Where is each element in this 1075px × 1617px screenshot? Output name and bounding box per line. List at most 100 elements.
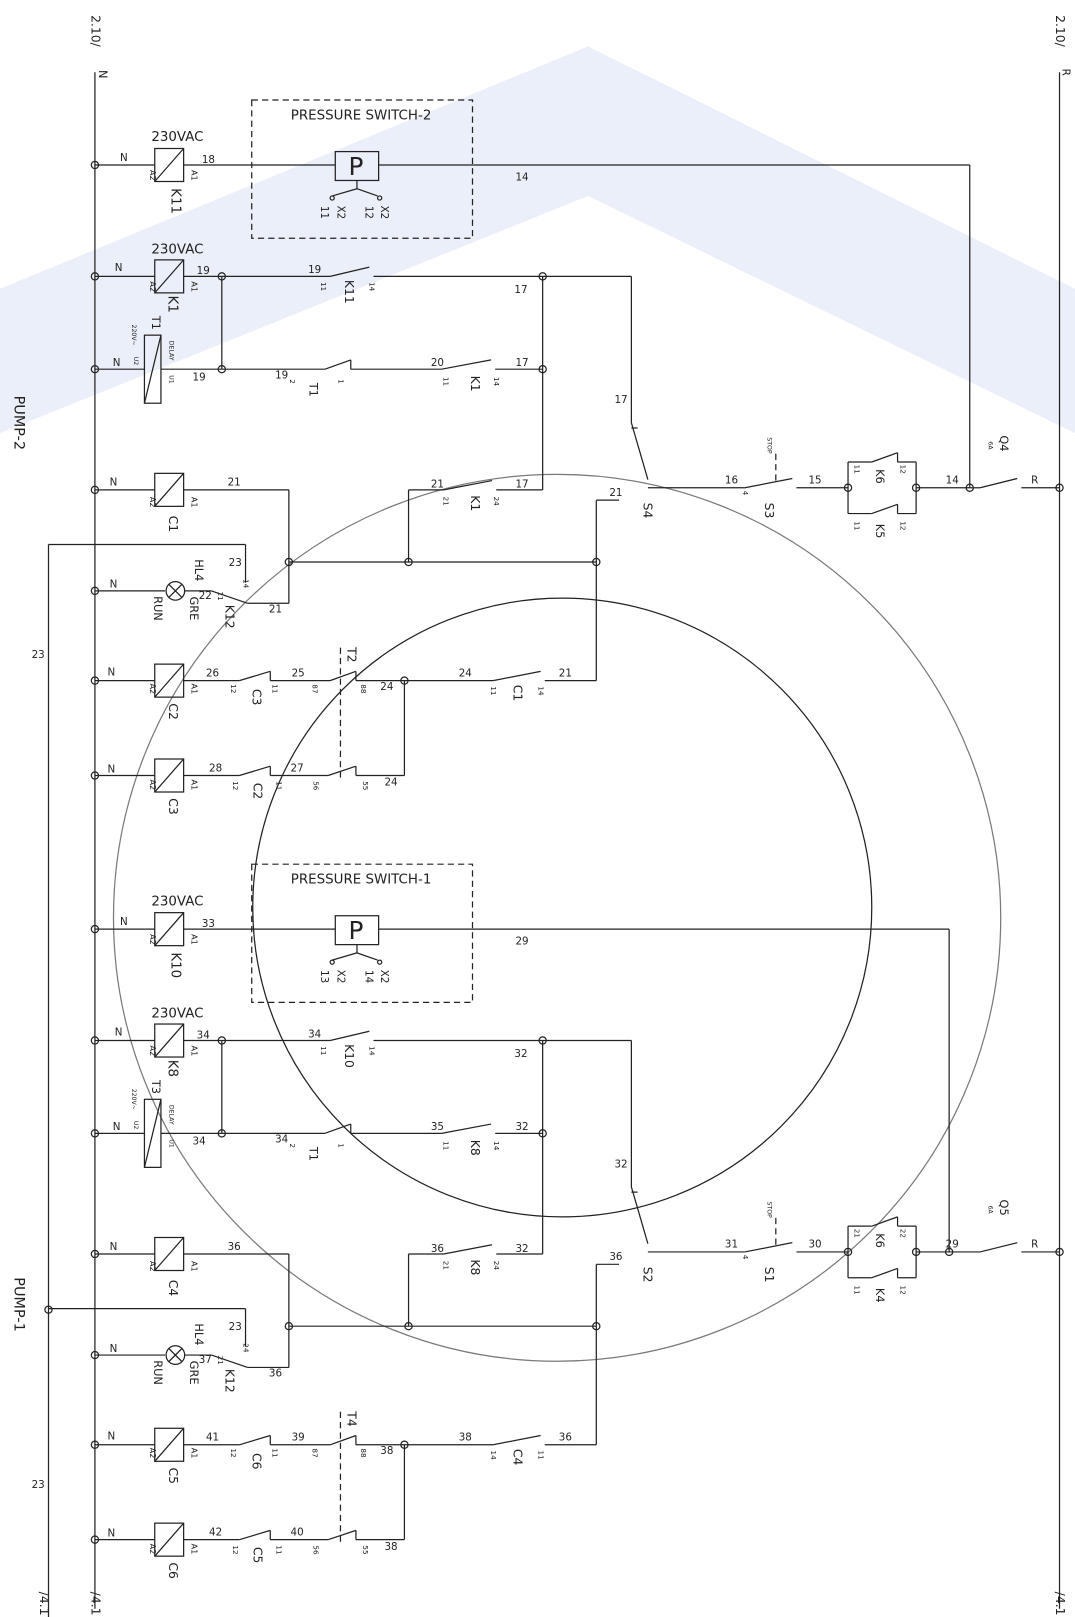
label: /4.1 — [88, 1592, 102, 1616]
label: 16 — [725, 475, 738, 487]
junction — [284, 557, 294, 567]
label: 230VAC — [151, 130, 203, 145]
label: 230VAC — [151, 894, 203, 909]
label: 11 — [275, 1545, 284, 1554]
label: PRESSURE SWITCH-2 — [291, 109, 432, 124]
label: 1 — [336, 1143, 345, 1148]
terminal — [376, 959, 383, 965]
label: A2 — [148, 683, 158, 694]
label: 24 — [380, 681, 393, 693]
label: 17 — [615, 394, 628, 406]
label: 24 — [492, 497, 501, 507]
label: R — [1031, 1239, 1038, 1251]
label: A2 — [148, 1543, 158, 1554]
wire — [211, 590, 248, 604]
label: 4 — [741, 491, 750, 496]
label: 21 — [852, 1229, 861, 1238]
label: C2 — [250, 783, 264, 799]
wire — [168, 1348, 183, 1362]
label: 34 — [308, 1028, 321, 1040]
label: A1 — [189, 683, 199, 694]
wire — [630, 422, 649, 480]
junction — [1055, 1247, 1064, 1257]
wire — [443, 479, 493, 491]
label: T1 — [307, 382, 321, 397]
label: N — [110, 1241, 118, 1253]
label: K12 — [223, 605, 237, 629]
label: /4.1 — [37, 1592, 51, 1616]
junction — [404, 557, 413, 567]
label: 12 — [231, 781, 240, 790]
label: 19 — [193, 371, 206, 383]
label: 14 — [367, 1046, 376, 1056]
label: 230VAC — [151, 243, 203, 258]
junction — [44, 1305, 53, 1314]
terminal — [329, 195, 335, 201]
label: PUMP-2 — [11, 396, 27, 451]
label: 14 — [362, 970, 374, 983]
wire — [154, 472, 185, 507]
label: 19 — [275, 369, 288, 381]
label: 11 — [319, 1046, 328, 1055]
label: 32 — [615, 1158, 628, 1170]
label: A1 — [189, 497, 199, 508]
label: 56 — [312, 1545, 321, 1555]
wire — [744, 477, 793, 489]
label: K10 — [167, 952, 182, 978]
label: U2 — [132, 357, 139, 366]
label: C3 — [166, 798, 180, 814]
label: 55 — [361, 1545, 370, 1554]
label: C6 — [249, 1453, 263, 1470]
wire — [871, 452, 898, 463]
label: T3 — [149, 1079, 163, 1094]
label: A1 — [189, 779, 199, 790]
label: 23 — [229, 1321, 242, 1333]
label: N — [115, 1026, 123, 1038]
label: C1 — [166, 516, 180, 532]
label: A2 — [148, 1261, 158, 1272]
label: 87 — [311, 1448, 320, 1457]
label: 20 — [431, 357, 444, 369]
label: K6 — [873, 1233, 887, 1248]
wire — [154, 663, 185, 698]
pressure-switch-box — [251, 99, 474, 239]
label: 39 — [292, 1432, 305, 1444]
label: 31 — [725, 1239, 738, 1251]
label: 11 — [852, 1286, 861, 1295]
label: 220V~ — [130, 1089, 137, 1110]
label: 36 — [269, 1368, 282, 1380]
wire — [441, 359, 492, 370]
watermark — [0, 46, 1075, 1362]
label: GRE — [187, 597, 201, 621]
label: 88 — [359, 1448, 368, 1458]
label: 4 — [741, 1255, 750, 1260]
label: N — [108, 1527, 116, 1539]
label: 14 — [537, 686, 546, 696]
label: P — [348, 916, 363, 945]
label: 11 — [442, 1141, 451, 1150]
label: T1 — [307, 1146, 321, 1161]
wire — [329, 1434, 357, 1446]
label: N — [110, 477, 118, 489]
label: 26 — [206, 667, 219, 679]
label: A2 — [148, 1045, 158, 1056]
label: 6A — [986, 1206, 993, 1215]
junction — [404, 1321, 413, 1331]
label: K8 — [164, 1060, 179, 1077]
label: 14 — [492, 1141, 501, 1151]
label: 34 — [197, 1029, 210, 1041]
label: 40 — [291, 1526, 304, 1538]
label: 29 — [946, 1239, 959, 1251]
label: 19 — [308, 264, 321, 276]
label: Q4 — [997, 435, 1011, 451]
label: 12 — [899, 465, 908, 474]
wire — [154, 1237, 185, 1271]
label: 23 — [229, 557, 242, 569]
label: 2 — [288, 1143, 297, 1148]
label: 1 — [336, 379, 345, 384]
label: HL4 — [192, 559, 206, 581]
wire — [871, 1267, 898, 1279]
label: P — [348, 152, 363, 181]
label: 11 — [442, 377, 451, 386]
label: 14 — [492, 377, 501, 387]
